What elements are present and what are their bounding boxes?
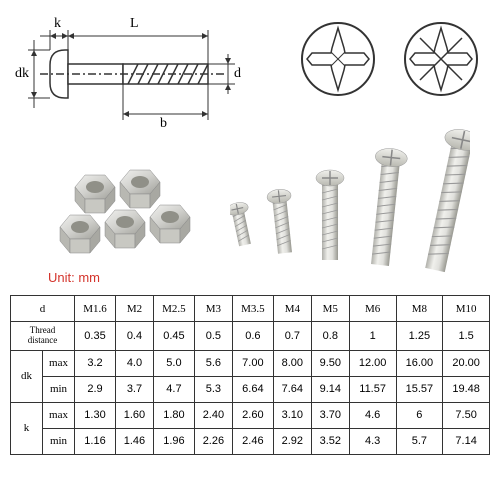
col-m16: M1.6 <box>75 296 116 322</box>
table-cell: 5.6 <box>194 350 232 376</box>
table-cell: 2.92 <box>273 428 311 454</box>
table-cell: 2.60 <box>232 402 273 428</box>
row-min: min <box>43 376 75 402</box>
col-m4: M4 <box>273 296 311 322</box>
row-group-dk: dk <box>11 350 43 402</box>
table-body: Threaddistance0.350.40.450.50.60.70.811.… <box>11 322 490 455</box>
pozidriv-icon <box>402 20 480 98</box>
table-cell: 0.7 <box>273 322 311 351</box>
table-cell: 0.6 <box>232 322 273 351</box>
table-cell: 15.57 <box>396 376 443 402</box>
table-row: Threaddistance0.350.40.450.50.60.70.811.… <box>11 322 490 351</box>
table-cell: 2.40 <box>194 402 232 428</box>
table-cell: 9.50 <box>311 350 349 376</box>
col-m35: M3.5 <box>232 296 273 322</box>
dim-d: d <box>234 66 241 82</box>
row-max: max <box>43 350 75 376</box>
table-cell: 2.26 <box>194 428 232 454</box>
table-cell: 4.3 <box>349 428 396 454</box>
table-cell: 4.6 <box>349 402 396 428</box>
table-cell: 8.00 <box>273 350 311 376</box>
col-m3: M3 <box>194 296 232 322</box>
table-cell: 5.0 <box>153 350 194 376</box>
col-m2: M2 <box>115 296 153 322</box>
table-cell: 4.0 <box>115 350 153 376</box>
table-cell: 0.4 <box>115 322 153 351</box>
phillips-icon <box>299 20 377 98</box>
table-cell: 7.50 <box>443 402 490 428</box>
table-cell: 1.60 <box>115 402 153 428</box>
table-cell: 1.5 <box>443 322 490 351</box>
table-cell: 7.00 <box>232 350 273 376</box>
row-min: min <box>43 428 75 454</box>
table-cell: 2.46 <box>232 428 273 454</box>
table-row: kmax1.301.601.802.402.603.103.704.667.50 <box>11 402 490 428</box>
table-row: min2.93.74.75.36.647.649.1411.5715.5719.… <box>11 376 490 402</box>
row-max: max <box>43 402 75 428</box>
col-m5: M5 <box>311 296 349 322</box>
table-cell: 11.57 <box>349 376 396 402</box>
col-m25: M2.5 <box>153 296 194 322</box>
screw-group <box>230 125 470 290</box>
table-cell: 1.96 <box>153 428 194 454</box>
table-cell: 1.80 <box>153 402 194 428</box>
col-d: d <box>11 296 75 322</box>
dim-L: L <box>130 16 139 32</box>
dim-dk: dk <box>15 66 29 82</box>
table-cell: 1.16 <box>75 428 116 454</box>
table-cell: 3.2 <box>75 350 116 376</box>
dimension-table: d M1.6 M2 M2.5 M3 M3.5 M4 M5 M6 M8 M10 T… <box>10 295 490 455</box>
table-cell: 3.7 <box>115 376 153 402</box>
unit-label: Unit: mm <box>48 270 100 285</box>
table-cell: 3.70 <box>311 402 349 428</box>
top-diagram-area: k L dk d b <box>0 0 500 290</box>
table-cell: 19.48 <box>443 376 490 402</box>
table-cell: 16.00 <box>396 350 443 376</box>
table-cell: 4.7 <box>153 376 194 402</box>
row-group-k: k <box>11 402 43 454</box>
table-cell: 20.00 <box>443 350 490 376</box>
table-cell: 9.14 <box>311 376 349 402</box>
screw-schematic: k L dk d b <box>20 20 250 150</box>
table-row: dkmax3.24.05.05.67.008.009.5012.0016.002… <box>11 350 490 376</box>
schematic-svg <box>20 20 250 150</box>
table-cell: 6.64 <box>232 376 273 402</box>
table-cell: 5.7 <box>396 428 443 454</box>
table-cell: 3.10 <box>273 402 311 428</box>
table-cell: 1.30 <box>75 402 116 428</box>
table-cell: 0.35 <box>75 322 116 351</box>
row-thread-distance: Threaddistance <box>11 322 75 351</box>
table-cell: 6 <box>396 402 443 428</box>
table-cell: 1.46 <box>115 428 153 454</box>
table-cell: 3.52 <box>311 428 349 454</box>
col-m10: M10 <box>443 296 490 322</box>
table-cell: 5.3 <box>194 376 232 402</box>
table-cell: 1 <box>349 322 396 351</box>
table-cell: 1.25 <box>396 322 443 351</box>
dim-b: b <box>160 116 167 132</box>
table-cell: 7.14 <box>443 428 490 454</box>
table-header-row: d M1.6 M2 M2.5 M3 M3.5 M4 M5 M6 M8 M10 <box>11 296 490 322</box>
hardware-photo: Unit: mm <box>20 150 480 285</box>
table-cell: 7.64 <box>273 376 311 402</box>
nut-group <box>50 160 200 270</box>
table-cell: 0.5 <box>194 322 232 351</box>
drive-type-icons <box>299 20 480 98</box>
table-cell: 2.9 <box>75 376 116 402</box>
col-m6: M6 <box>349 296 396 322</box>
table-cell: 0.8 <box>311 322 349 351</box>
table-row: min1.161.461.962.262.462.923.524.35.77.1… <box>11 428 490 454</box>
dim-k: k <box>54 16 61 32</box>
col-m8: M8 <box>396 296 443 322</box>
table-cell: 12.00 <box>349 350 396 376</box>
table-cell: 0.45 <box>153 322 194 351</box>
